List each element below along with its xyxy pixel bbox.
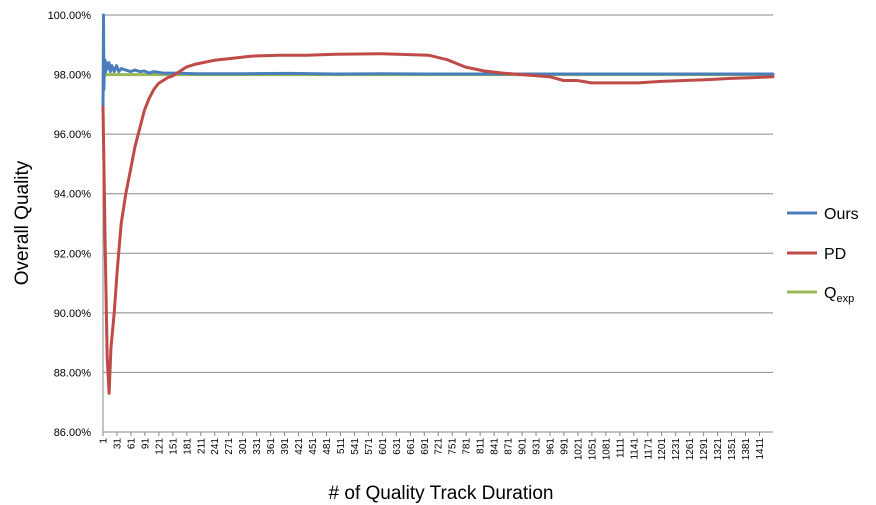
y-tick-label: 92.00% [54,248,92,260]
x-tick-label: 781 [462,438,473,455]
x-tick-label: 601 [378,438,389,455]
x-tick-label: 961 [545,438,556,455]
legend-label: PD [824,246,846,263]
x-tick-label: 151 [168,438,179,455]
y-tick-label: 100.00% [48,10,92,22]
x-tick-label: 121 [154,438,165,455]
x-tick-label: 1231 [671,438,682,461]
x-tick-label: 91 [140,438,151,450]
x-tick-label: 271 [224,438,235,455]
x-tick-label: 691 [420,438,431,455]
y-tick-label: 88.00% [54,367,92,379]
y-tick-labels: 86.00% 88.00% 90.00% 92.00% 94.00% 96.00% 98.0… [48,10,92,439]
legend-label-subscript: exp [836,293,854,305]
x-tick-label: 481 [322,438,333,455]
x-tick-label: 931 [532,438,543,455]
x-tick-label: 1351 [727,438,738,461]
y-tick-label: 90.00% [54,308,92,320]
y-tick-label: 98.00% [54,70,92,82]
x-tick-label: 1171 [643,438,654,460]
y-tick-label: 96.00% [54,129,92,141]
x-tick-label: 1411 [755,438,766,460]
x-tick-label: 1 [99,438,110,444]
x-tick-label: 721 [434,438,445,455]
x-tick-label: 1381 [741,438,752,461]
series-lines [101,13,775,395]
x-tick-label: 211 [196,438,207,454]
x-tick-label: 661 [406,438,417,455]
x-tick-label: 511 [336,438,347,454]
x-tick-label: 1021 [573,438,584,461]
x-tick-label: 1201 [657,438,668,461]
x-tick-label: 751 [448,438,459,455]
x-tick-label: 61 [126,438,137,450]
x-tick-label: 811 [476,438,487,454]
legend-label: Ours [824,206,859,223]
x-tick-label: 31 [112,438,123,450]
x-tick-label: 1291 [699,438,710,461]
x-tick-label: 1261 [685,438,696,461]
x-tick-label: 361 [266,438,277,455]
x-tick-label: 1081 [601,438,612,461]
x-tick-label: 241 [210,438,221,455]
y-tick-label: 94.00% [54,189,92,201]
legend: Ours PD Qexp [787,206,859,305]
legend-label: Qexp [824,285,854,305]
x-tick-label: 1051 [587,438,598,461]
x-tick-label: 181 [182,438,193,455]
x-tick-label: 991 [559,438,570,455]
series-line-ours [101,13,775,112]
x-tick-label: 421 [294,438,305,455]
x-tick-label: 541 [350,438,361,455]
y-axis-title: Overall Quality [12,160,33,285]
x-tick-labels: 1 31 61 91 121 151 181 211 241 271 301 331 361 391 421… [99,438,766,461]
x-tick-label: 901 [518,438,529,455]
x-tick-label: 1141 [629,438,640,460]
x-tick-label: 301 [238,438,249,455]
x-axis-title: # of Quality Track Duration [329,483,554,504]
x-tick-label: 451 [308,438,319,455]
x-tick-label: 391 [280,438,291,455]
y-tick-label: 86.00% [54,427,92,439]
x-tick-label: 631 [392,438,403,455]
x-tick-label: 571 [364,438,375,455]
x-tick-label: 1111 [615,438,626,458]
grid-lines [103,14,773,433]
x-tick-label: 841 [490,438,501,455]
x-tick-label: 871 [504,438,515,455]
axes [102,15,773,436]
x-tick-label: 1321 [713,438,724,461]
x-tick-label: 331 [252,438,263,455]
series-line-pd [101,52,775,395]
